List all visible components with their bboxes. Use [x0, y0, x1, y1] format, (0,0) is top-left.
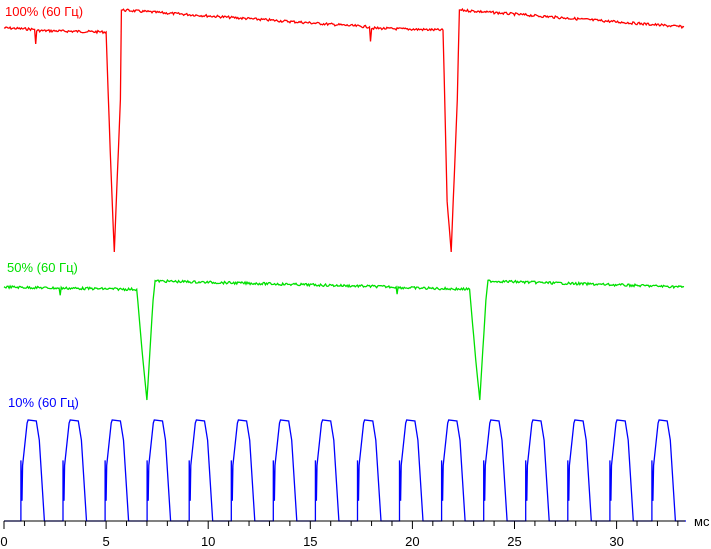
series-label-100: 100% (60 Гц)	[5, 4, 83, 19]
series-line-50	[3, 278, 685, 401]
x-tick-label: 25	[507, 534, 521, 549]
x-tick-label: 30	[609, 534, 623, 549]
series-line-100	[3, 7, 685, 253]
x-tick-label: 10	[201, 534, 215, 549]
x-tick-label: 5	[102, 534, 109, 549]
series-label-10: 10% (60 Гц)	[8, 395, 79, 410]
x-tick-label: 0	[0, 534, 7, 549]
series-line-10	[4, 419, 686, 522]
x-tick-label: 15	[303, 534, 317, 549]
x-axis-label: мс	[694, 514, 710, 529]
x-tick-label: 20	[405, 534, 419, 549]
series-label-50: 50% (60 Гц)	[7, 260, 78, 275]
